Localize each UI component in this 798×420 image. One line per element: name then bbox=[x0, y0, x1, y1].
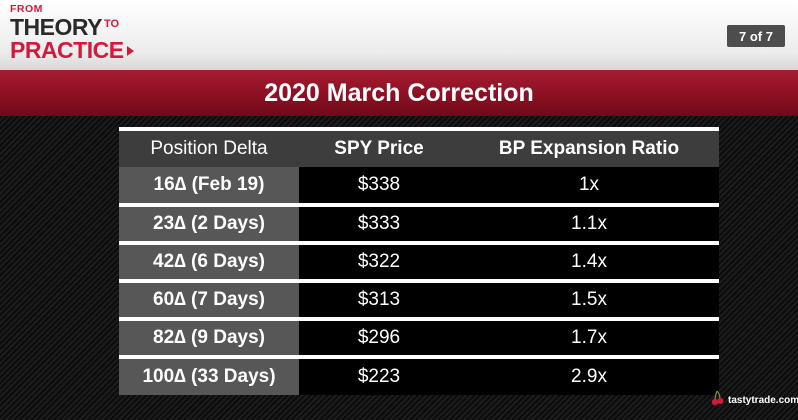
row-label: 16∆ (Feb 19) bbox=[119, 167, 299, 205]
table-row: 100∆ (33 Days) $223 2.9x bbox=[119, 355, 719, 395]
data-table: Position Delta SPY Price BP Expansion Ra… bbox=[119, 127, 719, 395]
slide-title: 2020 March Correction bbox=[0, 70, 798, 116]
table-row: 60∆ (7 Days) $313 1.5x bbox=[119, 279, 719, 319]
table-cell: $313 bbox=[299, 279, 459, 319]
logo-from-text: FROM bbox=[10, 3, 43, 15]
cherry-icon bbox=[711, 390, 725, 411]
logo-to-text: TO bbox=[104, 17, 120, 30]
row-label: 23∆ (2 Days) bbox=[119, 203, 299, 243]
table-cell: 1x bbox=[459, 167, 719, 205]
table-cell: $338 bbox=[299, 167, 459, 205]
column-header: SPY Price bbox=[299, 129, 459, 167]
table-cell: $223 bbox=[299, 355, 459, 395]
table-cell: $296 bbox=[299, 317, 459, 357]
table-row: 16∆ (Feb 19) $338 1x bbox=[119, 167, 719, 205]
table-row: 23∆ (2 Days) $333 1.1x bbox=[119, 203, 719, 243]
row-label: 82∆ (9 Days) bbox=[119, 317, 299, 357]
brand-name: tastytrade.com bbox=[728, 395, 798, 406]
play-arrow-icon bbox=[126, 46, 134, 57]
page-indicator: 7 of 7 bbox=[727, 25, 785, 47]
brand-watermark: tastytrade.com bbox=[711, 390, 798, 411]
table-cell: 1.1x bbox=[459, 203, 719, 243]
show-logo: FROM THEORY TO PRACTICE bbox=[10, 4, 134, 62]
logo-practice-line: PRACTICE bbox=[10, 36, 134, 63]
table-cell: 1.5x bbox=[459, 279, 719, 319]
table-cell: 1.7x bbox=[459, 317, 719, 357]
table-cell: 2.9x bbox=[459, 355, 719, 395]
table-header-row: Position Delta SPY Price BP Expansion Ra… bbox=[119, 129, 719, 167]
table-cell: 1.4x bbox=[459, 241, 719, 281]
table-cell: $322 bbox=[299, 241, 459, 281]
column-header: Position Delta bbox=[119, 129, 299, 167]
header: FROM THEORY TO PRACTICE 7 of 7 bbox=[0, 0, 798, 70]
row-label: 100∆ (33 Days) bbox=[119, 355, 299, 395]
table-row: 42∆ (6 Days) $322 1.4x bbox=[119, 241, 719, 281]
table-row: 82∆ (9 Days) $296 1.7x bbox=[119, 317, 719, 357]
row-label: 42∆ (6 Days) bbox=[119, 241, 299, 281]
row-label: 60∆ (7 Days) bbox=[119, 279, 299, 319]
logo-theory-text: THEORY bbox=[10, 13, 103, 40]
logo-theory-line: THEORY TO bbox=[10, 13, 134, 40]
table-cell: $333 bbox=[299, 203, 459, 243]
logo-practice-text: PRACTICE bbox=[10, 36, 124, 63]
column-header: BP Expansion Ratio bbox=[459, 129, 719, 167]
